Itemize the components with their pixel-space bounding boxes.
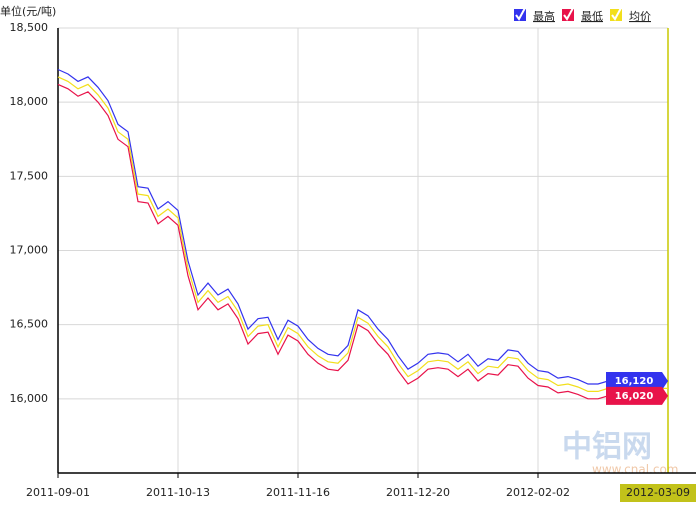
legend-label[interactable]: 最高 bbox=[533, 9, 555, 23]
x-highlight-box bbox=[620, 484, 696, 502]
legend-check[interactable] bbox=[611, 7, 622, 21]
x-tick-label: 2011-12-20 bbox=[386, 486, 450, 499]
watermark: 中铝网 bbox=[562, 430, 652, 465]
x-tick-label: 2012-03-09 bbox=[626, 486, 690, 499]
value-label-box bbox=[606, 386, 668, 405]
x-tick-label: 2011-09-01 bbox=[26, 486, 90, 499]
legend-check[interactable] bbox=[515, 7, 526, 21]
value-label: 16,120 bbox=[615, 376, 654, 387]
y-tick-label: 16,000 bbox=[10, 392, 49, 405]
y-tick-label: 17,500 bbox=[10, 169, 49, 182]
y-tick-label: 18,000 bbox=[10, 95, 49, 108]
legend-check[interactable] bbox=[563, 7, 574, 21]
y-tick-label: 17,000 bbox=[10, 244, 49, 257]
x-tick-label: 2012-02-02 bbox=[506, 486, 570, 499]
value-label-box bbox=[606, 372, 668, 391]
x-tick-label: 2011-11-16 bbox=[266, 486, 330, 499]
value-label: 16,020 bbox=[615, 391, 654, 402]
series-line bbox=[57, 83, 668, 400]
legend-label[interactable]: 最低 bbox=[581, 10, 603, 23]
watermark-url: www.cnal.com bbox=[592, 463, 679, 477]
series-line bbox=[57, 76, 668, 392]
series-line bbox=[57, 68, 668, 385]
legend-label[interactable]: 均价 bbox=[629, 10, 651, 23]
y-tick-label: 18,500 bbox=[10, 21, 49, 34]
y-axis-label: 单位(元/吨) bbox=[0, 4, 56, 18]
y-tick-label: 16,500 bbox=[10, 318, 49, 331]
x-tick-label: 2011-10-13 bbox=[146, 486, 210, 499]
